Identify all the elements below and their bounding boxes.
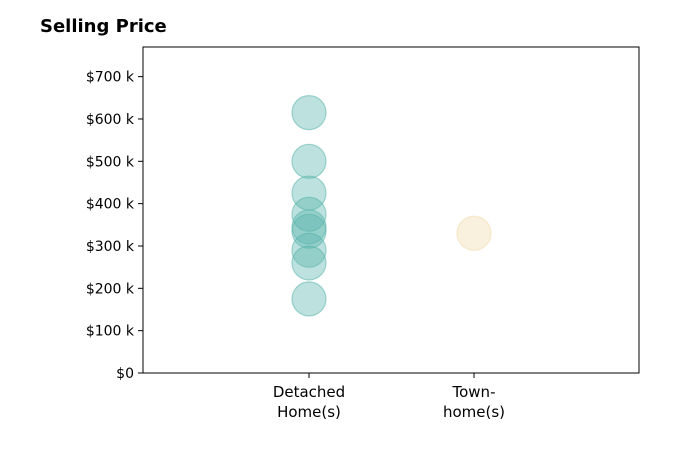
plot-frame bbox=[142, 46, 640, 374]
x-tick-label: Detached Home(s) bbox=[273, 383, 345, 421]
data-point bbox=[291, 95, 327, 131]
data-point bbox=[291, 232, 327, 268]
data-point bbox=[291, 281, 327, 317]
y-tick-label: $200 k bbox=[86, 281, 135, 297]
chart-title: Selling Price bbox=[40, 16, 167, 37]
y-tick-label: $100 k bbox=[86, 324, 135, 340]
y-axis: $0 $100 k $200 k $300 k $400 k $500 k $600 k $7… bbox=[86, 70, 143, 382]
data-points bbox=[291, 95, 492, 317]
y-tick-label: $600 k bbox=[86, 112, 135, 128]
data-point bbox=[291, 143, 327, 179]
data-point bbox=[291, 245, 327, 281]
data-point bbox=[291, 213, 327, 249]
y-tick-label: $500 k bbox=[86, 154, 135, 170]
data-point bbox=[456, 215, 492, 251]
y-tick-label: $0 bbox=[116, 366, 134, 382]
y-tick-label: $300 k bbox=[86, 239, 135, 255]
y-tick-label: $700 k bbox=[86, 70, 135, 86]
x-tick-label: Town-home(s) bbox=[443, 383, 505, 421]
x-axis: Detached Home(s) Town-home(s) bbox=[273, 373, 505, 421]
y-tick-label: $400 k bbox=[86, 197, 135, 213]
